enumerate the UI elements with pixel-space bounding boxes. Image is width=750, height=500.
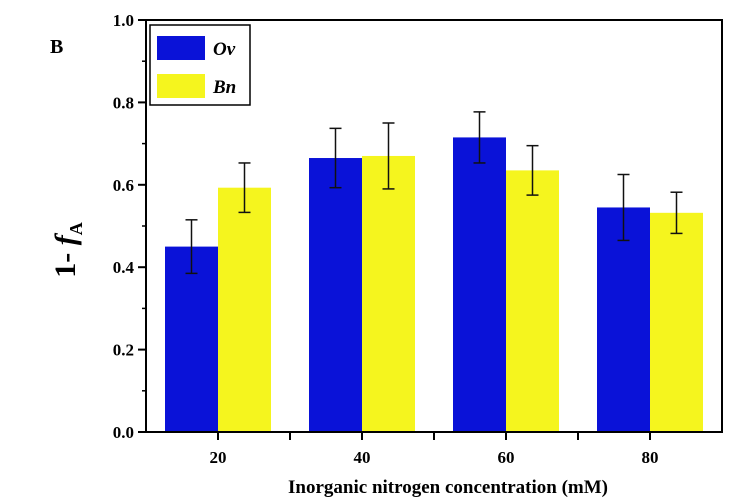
y-tick-label: 1.0 [113, 11, 134, 30]
x-tick-label: 20 [210, 448, 227, 467]
legend-swatch-bn [157, 74, 205, 98]
y-axis-title: 1- fA [49, 222, 86, 278]
bar-ov-20 [165, 246, 218, 432]
y-tick-label: 0.8 [113, 93, 134, 112]
bar-ov-60 [453, 137, 506, 433]
y-tick-label: 0.4 [113, 258, 135, 277]
bar-bn-80 [650, 212, 703, 432]
legend-label-bn: Bn [212, 77, 236, 98]
y-axis-title-sub: A [66, 222, 86, 235]
error-bars-layer [185, 111, 683, 275]
bar-ov-80 [597, 207, 650, 432]
x-tick-label: 80 [642, 448, 659, 467]
legend-label-ov: Ov [213, 39, 236, 60]
bar-bn-60 [506, 170, 559, 432]
bar-bn-40 [362, 155, 415, 432]
x-tick-label: 60 [498, 448, 515, 467]
y-axis-title-var: f [49, 232, 82, 245]
y-tick-label: 0.0 [113, 423, 134, 442]
bar-ov-40 [309, 158, 362, 432]
x-tick-label: 40 [354, 448, 371, 467]
panel-label: B [50, 36, 63, 58]
x-axis: 20 40 60 80 [210, 432, 659, 467]
y-tick-label: 0.2 [113, 341, 134, 360]
legend: Ov Bn [149, 24, 251, 106]
bars-layer [165, 137, 703, 433]
y-axis: 0.0 0.2 0.4 0.6 0.8 1.0 [113, 11, 146, 442]
bar-bn-20 [218, 187, 271, 432]
y-axis-title-prefix: 1- [49, 245, 82, 278]
legend-swatch-ov [157, 36, 205, 60]
x-axis-title: Inorganic nitrogen concentration (mM) [288, 477, 608, 498]
y-tick-label: 0.6 [113, 176, 134, 195]
